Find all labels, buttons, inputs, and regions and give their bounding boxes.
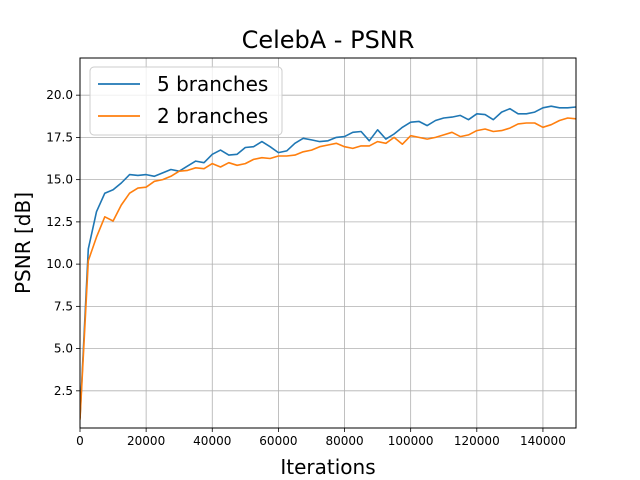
- x-axis-title: Iterations: [280, 455, 375, 479]
- y-tick-label: 7.5: [54, 299, 73, 313]
- series-line-1: [80, 105, 576, 418]
- plot-frame: [79, 57, 577, 429]
- x-tick-label: 40000: [193, 434, 231, 448]
- y-tick-label: 2.5: [54, 384, 73, 398]
- x-tick-label: 140000: [520, 434, 566, 448]
- y-tick-label: 20.0: [46, 88, 73, 102]
- x-tick-label: 80000: [325, 434, 363, 448]
- y-tick-label: 5.0: [54, 342, 73, 356]
- x-tick-label: 60000: [259, 434, 297, 448]
- y-tick-label: 10.0: [46, 257, 73, 271]
- legend-label-1: 5 branches: [157, 72, 268, 96]
- x-tick-label: 20000: [127, 434, 165, 448]
- x-tick-label: 120000: [454, 434, 500, 448]
- series-layer: [80, 105, 576, 420]
- x-tick-label: 0: [76, 434, 84, 448]
- chart-title: CelebA - PSNR: [242, 26, 415, 54]
- y-tick-label: 17.5: [46, 130, 73, 144]
- y-tick-label: 12.5: [46, 215, 73, 229]
- y-axis-ticks: 2.5 5.0 7.5 10.0 12.5 15.0 17.5 20.0: [46, 88, 80, 398]
- legend: 5 branches 2 branches: [89, 66, 283, 136]
- x-tick-label: 100000: [388, 434, 434, 448]
- legend-label-2: 2 branches: [157, 104, 268, 128]
- y-axis-title: PSNR [dB]: [11, 192, 35, 294]
- y-tick-label: 15.0: [46, 173, 73, 187]
- series-line-2: [80, 117, 576, 420]
- x-axis-ticks: 0 20000 40000 60000 80000 100000 120000 140000: [76, 428, 566, 448]
